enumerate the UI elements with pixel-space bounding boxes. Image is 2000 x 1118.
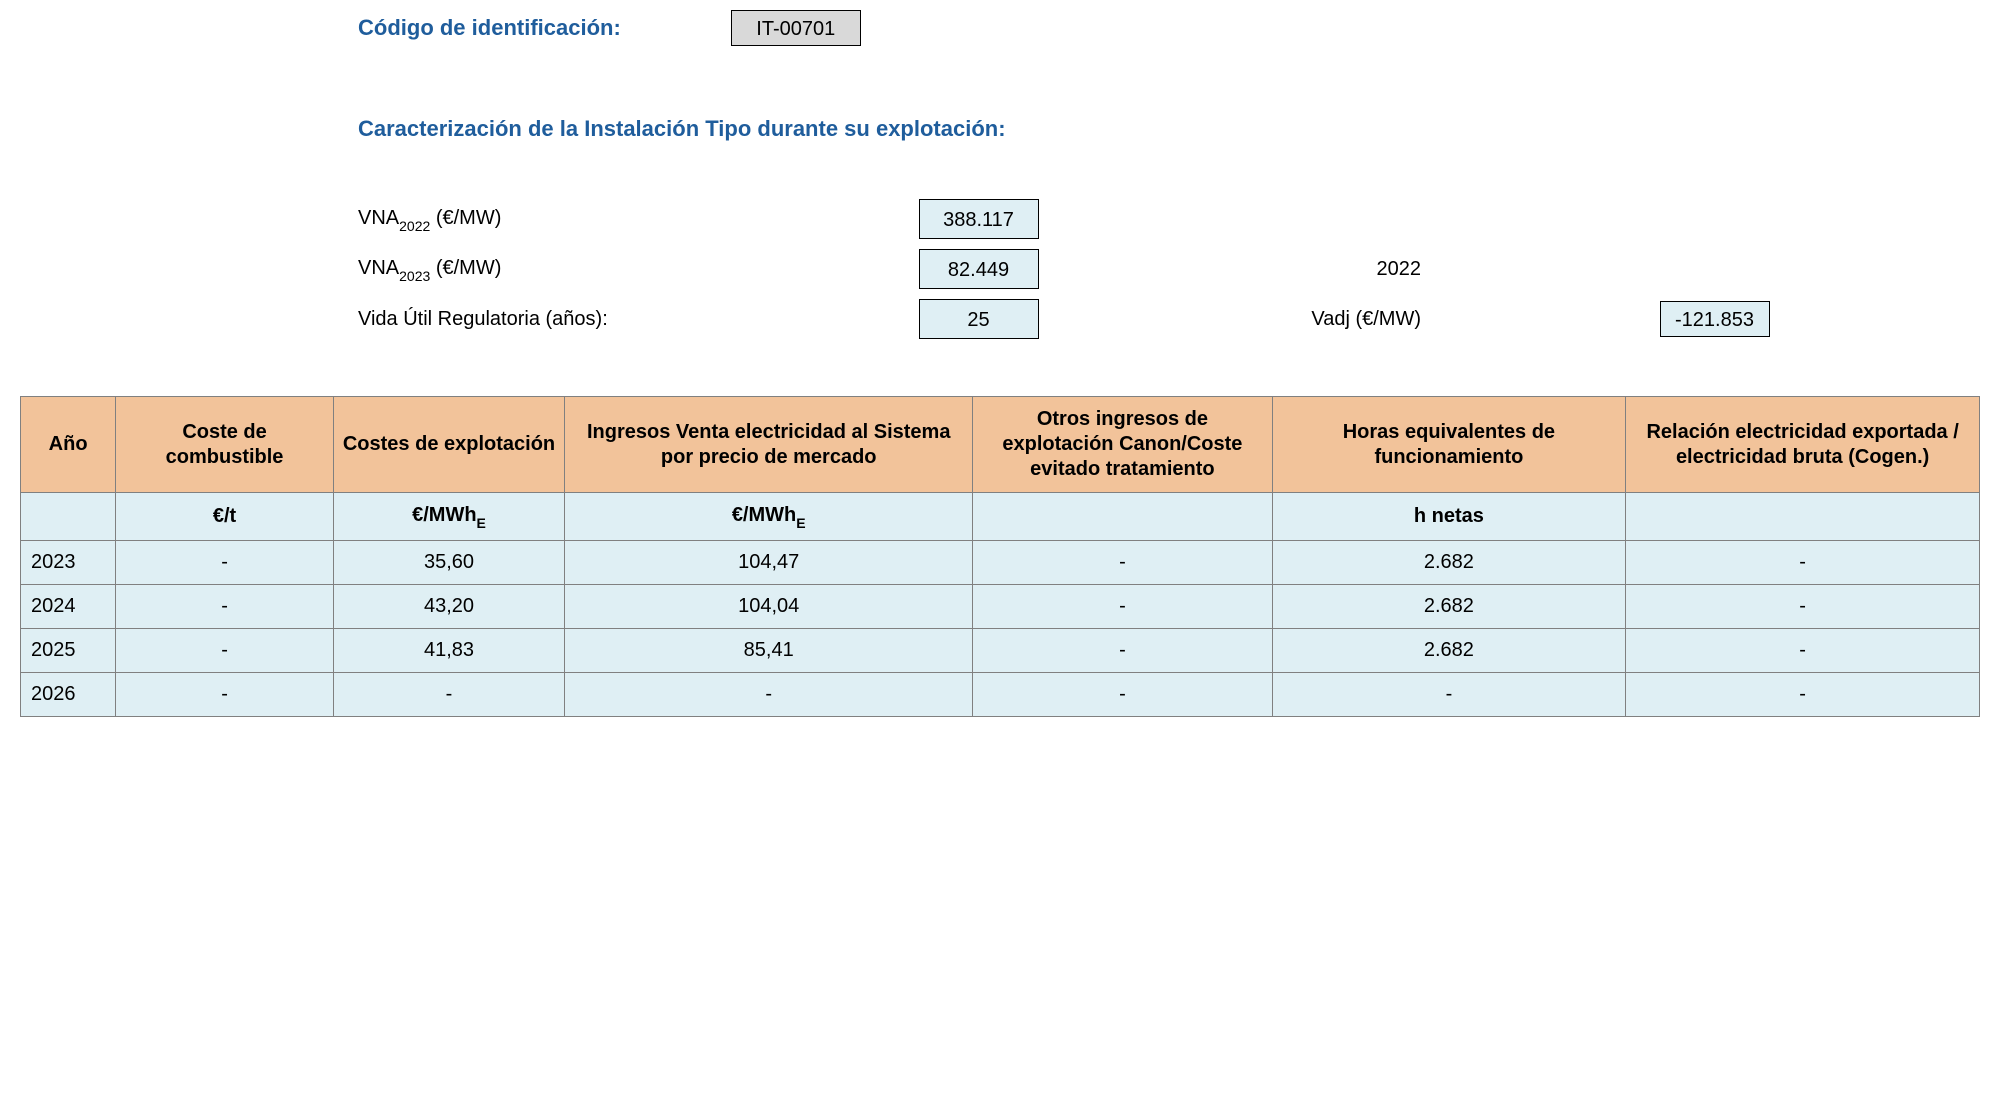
cell-fuel: - — [116, 673, 334, 717]
caracterizacion-heading: Caracterización de la Instalación Tipo d… — [358, 116, 2000, 142]
vna2022-subscript: 2022 — [399, 218, 430, 234]
cell-ratio: - — [1626, 585, 1980, 629]
unit-anio — [21, 493, 116, 541]
main-table-wrapper: Año Coste de combustible Costes de explo… — [20, 396, 1980, 717]
code-value-box: IT-00701 — [731, 10, 861, 46]
code-label: Código de identificación: — [358, 15, 621, 41]
vna2023-prefix: VNA — [358, 257, 399, 279]
cell-other: - — [973, 629, 1272, 673]
table-row: 2024 - 43,20 104,04 - 2.682 - — [21, 585, 1980, 629]
cell-hours: 2.682 — [1272, 541, 1626, 585]
cell-fuel: - — [116, 629, 334, 673]
vna2022-value: 388.117 — [919, 199, 1039, 239]
cell-fuel: - — [116, 585, 334, 629]
header-section: Código de identificación: IT-00701 Carac… — [358, 10, 2000, 341]
parameter-grid: VNA2022 (€/MW) 388.117 VNA2023 (€/MW) 82… — [358, 197, 2000, 341]
year-ref-label: 2022 — [1269, 258, 1429, 281]
col-combustible: Coste de combustible — [116, 397, 334, 493]
col-otros-ingresos: Otros ingresos de explotación Canon/Cost… — [973, 397, 1272, 493]
cell-other: - — [973, 585, 1272, 629]
unit-otros — [973, 493, 1272, 541]
vna2022-unit: (€/MW) — [430, 207, 501, 229]
cell-opex: 43,20 — [333, 585, 564, 629]
vna2023-subscript: 2023 — [399, 268, 430, 284]
vna2023-unit: (€/MW) — [430, 257, 501, 279]
table-row: 2026 - - - - - - — [21, 673, 1980, 717]
unit-cogen — [1626, 493, 1980, 541]
cell-opex: 41,83 — [333, 629, 564, 673]
col-horas: Horas equivalentes de funcionamiento — [1272, 397, 1626, 493]
units-row: €/t €/MWhE €/MWhE h netas — [21, 493, 1980, 541]
code-row: Código de identificación: IT-00701 — [358, 10, 2000, 46]
cell-other: - — [973, 541, 1272, 585]
col-relacion-cogen: Relación electricidad exportada / electr… — [1626, 397, 1980, 493]
cell-fuel: - — [116, 541, 334, 585]
unit-combustible: €/t — [116, 493, 334, 541]
cell-other: - — [973, 673, 1272, 717]
vida-label: Vida Útil Regulatoria (años): — [358, 308, 688, 331]
unit-ingresos: €/MWhE — [565, 493, 973, 541]
unit-horas: h netas — [1272, 493, 1626, 541]
col-ingresos-mercado: Ingresos Venta electricidad al Sistema p… — [565, 397, 973, 493]
cell-market: 104,04 — [565, 585, 973, 629]
cell-hours: 2.682 — [1272, 629, 1626, 673]
vna2023-value: 82.449 — [919, 249, 1039, 289]
vadj-value: -121.853 — [1660, 301, 1770, 337]
table-header-row: Año Coste de combustible Costes de explo… — [21, 397, 1980, 493]
cell-opex: - — [333, 673, 564, 717]
col-anio: Año — [21, 397, 116, 493]
table-row: 2025 - 41,83 85,41 - 2.682 - — [21, 629, 1980, 673]
col-explotacion: Costes de explotación — [333, 397, 564, 493]
vadj-label: Vadj (€/MW) — [1269, 308, 1429, 331]
cell-ratio: - — [1626, 673, 1980, 717]
cell-ratio: - — [1626, 629, 1980, 673]
cell-year: 2026 — [21, 673, 116, 717]
vna2023-label: VNA2023 (€/MW) — [358, 257, 688, 282]
cell-year: 2023 — [21, 541, 116, 585]
cell-year: 2024 — [21, 585, 116, 629]
cell-ratio: - — [1626, 541, 1980, 585]
vida-value: 25 — [919, 299, 1039, 339]
cell-hours: 2.682 — [1272, 585, 1626, 629]
vna2022-prefix: VNA — [358, 207, 399, 229]
main-table: Año Coste de combustible Costes de explo… — [20, 396, 1980, 717]
cell-opex: 35,60 — [333, 541, 564, 585]
cell-market: 104,47 — [565, 541, 973, 585]
cell-hours: - — [1272, 673, 1626, 717]
table-row: 2023 - 35,60 104,47 - 2.682 - — [21, 541, 1980, 585]
cell-year: 2025 — [21, 629, 116, 673]
cell-market: - — [565, 673, 973, 717]
cell-market: 85,41 — [565, 629, 973, 673]
vna2022-label: VNA2022 (€/MW) — [358, 207, 688, 232]
unit-explotacion: €/MWhE — [333, 493, 564, 541]
